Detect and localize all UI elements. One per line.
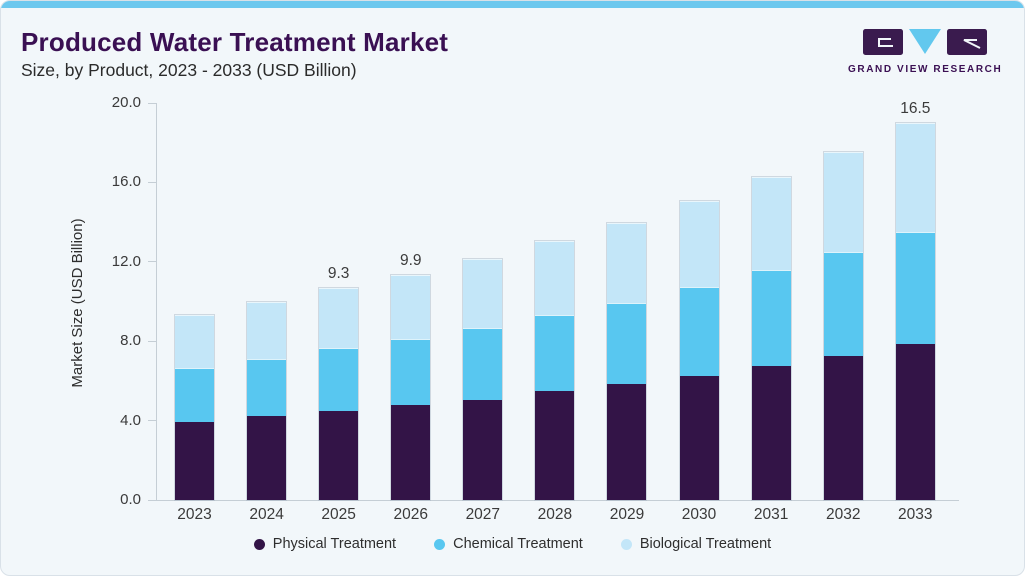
y-tick-mark	[148, 261, 156, 263]
bar-segment-2023-physical-treatment	[175, 421, 214, 500]
bar-2023	[175, 315, 214, 500]
y-tick-label: 20.0	[111, 94, 141, 111]
legend-label: Physical Treatment	[272, 536, 397, 552]
bar-2032	[823, 152, 863, 500]
page-subtitle: Size, by Product, 2023 - 2033 (USD Billi…	[21, 60, 357, 80]
chemical-treatment-dot-icon	[434, 538, 446, 550]
bar-segment-2033-biological-treatment	[895, 123, 935, 233]
top-accent-bar	[1, 1, 1024, 8]
y-tick-label: 0.0	[120, 491, 141, 508]
bar-2025	[319, 287, 359, 500]
x-tick-label-2024: 2024	[249, 506, 284, 523]
x-axis-line	[156, 500, 959, 501]
x-tick-label-2030: 2030	[681, 506, 717, 523]
legend-item-chemical: Chemical Treatment	[434, 536, 583, 552]
y-axis-title: Market Size (USD Billion)	[69, 218, 86, 388]
bar-2033	[895, 123, 935, 500]
bar-2024	[247, 302, 287, 500]
bar-segment-2027-biological-treatment	[463, 259, 503, 328]
logo-text: GRAND VIEW RESEARCH	[848, 64, 1003, 75]
bar-segment-2023-chemical-treatment	[175, 367, 214, 422]
bar-segment-2032-chemical-treatment	[823, 252, 863, 356]
bar-2027	[463, 259, 503, 500]
bar-segment-2032-biological-treatment	[823, 152, 863, 253]
bar-segment-2026-physical-treatment	[391, 405, 431, 500]
bar-value-label-2026: 9.9	[399, 251, 422, 269]
bar-segment-2028-biological-treatment	[535, 241, 575, 316]
legend: Physical Treatment Chemical Treatment Bi…	[1, 536, 1024, 552]
bar-value-label-2033: 16.5	[900, 100, 931, 118]
x-tick-label-2023: 2023	[177, 506, 212, 523]
bar-value-label-2025: 9.3	[327, 264, 350, 282]
bar-segment-2029-physical-treatment	[607, 384, 647, 500]
bar-segment-2025-chemical-treatment	[319, 347, 359, 411]
x-tick-label-2028: 2028	[537, 506, 573, 523]
bar-segment-2033-physical-treatment	[895, 344, 935, 500]
bar-segment-2032-physical-treatment	[823, 355, 863, 500]
grand-view-research-logo: GRAND VIEW RESEARCH	[848, 27, 1002, 75]
y-tick-mark	[148, 420, 156, 422]
bar-segment-2024-chemical-treatment	[247, 358, 287, 417]
bar-segment-2025-physical-treatment	[319, 410, 359, 500]
y-tick-label: 8.0	[120, 332, 141, 350]
y-tick-mark	[148, 499, 156, 501]
x-tick-label-2033: 2033	[898, 506, 933, 523]
plot-area	[156, 103, 959, 500]
bar-segment-2029-chemical-treatment	[607, 302, 647, 385]
bar-2030	[679, 200, 719, 500]
legend-item-biological: Biological Treatment	[620, 536, 772, 552]
bar-segment-2030-biological-treatment	[679, 200, 719, 288]
bar-2029	[607, 222, 647, 500]
bar-2026	[391, 274, 431, 500]
bar-segment-2027-physical-treatment	[463, 399, 503, 500]
gvr-logo-icon	[863, 29, 987, 55]
bar-segment-2027-chemical-treatment	[463, 327, 503, 400]
bar-segment-2029-biological-treatment	[607, 222, 647, 303]
bar-segment-2033-chemical-treatment	[895, 232, 935, 345]
x-tick-label-2025: 2025	[321, 506, 356, 523]
y-tick-mark	[148, 181, 156, 183]
y-tick-label: 12.0	[111, 252, 141, 270]
bar-segment-2031-biological-treatment	[751, 177, 791, 271]
x-tick-label-2032: 2032	[825, 506, 861, 523]
x-tick-label-2029: 2029	[609, 506, 645, 523]
x-tick-label-2027: 2027	[465, 506, 501, 523]
bar-segment-2026-biological-treatment	[391, 274, 431, 340]
legend-label: Chemical Treatment	[453, 536, 583, 552]
page-title: Produced Water Treatment Market	[21, 27, 449, 57]
bar-segment-2030-chemical-treatment	[679, 287, 719, 376]
legend-label: Biological Treatment	[639, 536, 772, 552]
bar-segment-2023-biological-treatment	[175, 315, 214, 368]
physical-treatment-dot-icon	[253, 538, 265, 550]
bar-segment-2028-physical-treatment	[535, 391, 575, 500]
y-tick-label: 4.0	[120, 411, 141, 429]
bar-2031	[751, 177, 791, 500]
y-tick-mark	[148, 340, 156, 342]
y-axis-line	[156, 103, 157, 500]
bar-segment-2031-physical-treatment	[751, 366, 791, 500]
bar-segment-2030-physical-treatment	[679, 375, 719, 500]
bar-segment-2028-chemical-treatment	[535, 315, 575, 392]
y-tick-mark	[148, 102, 156, 104]
bar-segment-2031-chemical-treatment	[751, 270, 791, 367]
bar-segment-2024-physical-treatment	[247, 416, 287, 500]
bar-segment-2024-biological-treatment	[247, 302, 287, 359]
legend-item-physical: Physical Treatment	[253, 536, 397, 552]
bar-2028	[535, 241, 575, 500]
biological-treatment-dot-icon	[620, 538, 632, 550]
x-tick-label-2026: 2026	[393, 506, 428, 523]
x-tick-label-2031: 2031	[753, 506, 789, 523]
y-tick-label: 16.0	[111, 173, 141, 191]
bar-segment-2025-biological-treatment	[319, 287, 359, 348]
bar-segment-2026-chemical-treatment	[391, 339, 431, 406]
